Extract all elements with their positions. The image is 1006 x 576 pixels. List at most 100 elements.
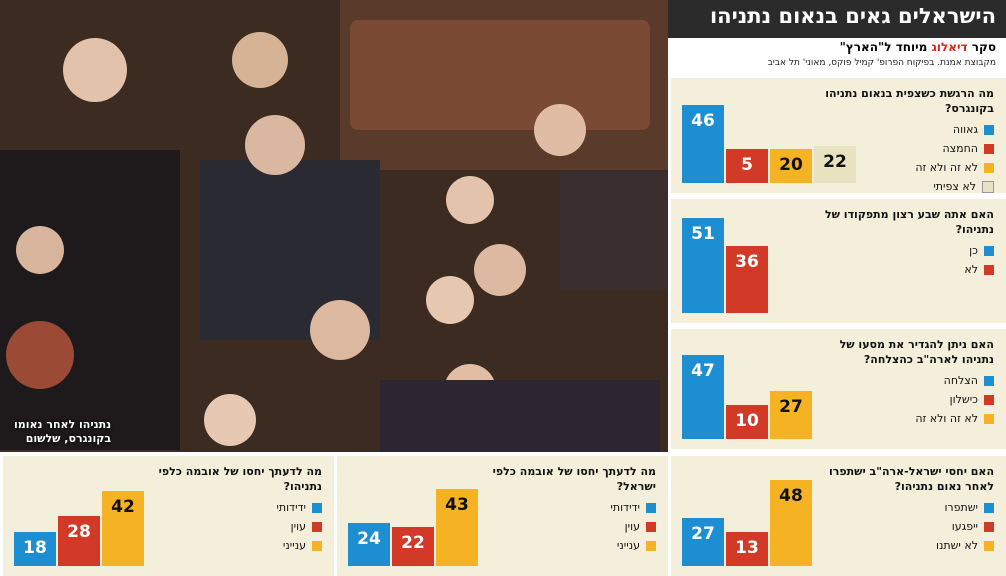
poll-panel-1: מה הרגשת כשצפית בנאום נתניהו בקונגרס? גאו… xyxy=(671,78,1006,193)
bar-2: 28 xyxy=(58,516,100,566)
bar-value-label: 42 xyxy=(111,497,135,517)
poll-question: מה לדעתך יחסו של אובמה כלפי נתניהו? xyxy=(158,465,322,493)
headline-bar: הישראלים גאים בנאום נתניהו xyxy=(668,0,1006,38)
legend-swatch xyxy=(646,502,656,513)
legend-item: לא זה ולא זה xyxy=(915,409,994,428)
legend-swatch xyxy=(312,540,322,551)
bar-3: 48 xyxy=(770,480,812,566)
bar-3: 27 xyxy=(770,391,812,439)
bar-2: 10 xyxy=(726,405,768,439)
poll-legend: כן לא xyxy=(964,241,994,279)
bar-4: 22 xyxy=(814,146,856,183)
bar-2: 13 xyxy=(726,532,768,566)
legend-swatch xyxy=(982,180,994,193)
bar-value-label: 27 xyxy=(779,397,803,417)
bar-value-label: 20 xyxy=(779,155,803,175)
legend-label: ידידותי xyxy=(276,501,306,514)
legend-swatch xyxy=(312,521,322,532)
bar-value-label: 28 xyxy=(67,522,91,542)
bar-1: 24 xyxy=(348,523,390,566)
bar-value-label: 18 xyxy=(23,538,47,558)
poll-legend: הצלחה כישלון לא זה ולא זה xyxy=(915,371,994,428)
survey-prefix: סקר xyxy=(971,40,996,54)
legend-swatch xyxy=(312,502,322,513)
legend-label: עוין xyxy=(624,520,640,533)
legend-swatch xyxy=(984,394,994,405)
crowd-photo-illustration xyxy=(0,0,668,452)
legend-swatch xyxy=(984,502,994,513)
legend-label: כן xyxy=(969,244,978,257)
poll-question: האם אתה שבע רצון מתפקודו של נתניהו? xyxy=(824,208,994,236)
survey-line: סקר דיאלוג מיוחד ל"הארץ" xyxy=(840,40,996,54)
legend-label: הצלחה xyxy=(943,374,978,387)
bar-value-label: 36 xyxy=(735,252,759,272)
legend-label: לא זה ולא זה xyxy=(915,412,978,425)
legend-swatch xyxy=(984,162,994,173)
poll-panel-2: האם אתה שבע רצון מתפקודו של נתניהו? כן לא 5… xyxy=(671,199,1006,323)
legend-swatch xyxy=(646,540,656,551)
legend-label: ענייני xyxy=(282,539,306,552)
legend-item: ידידותי xyxy=(610,498,656,517)
poll-panel-6: מה לדעתך יחסו של אובמה כלפי נתניהו? ידידו… xyxy=(3,456,334,576)
legend-item: ענייני xyxy=(610,536,656,555)
bar-1: 46 xyxy=(682,105,724,183)
poll-panel-4: האם יחסי ישראל-ארה"ב ישתפרו לאחר נאום נת… xyxy=(671,456,1006,576)
legend-item: ענייני xyxy=(276,536,322,555)
caption-line1: נתניהו לאחר נאומו xyxy=(14,418,112,431)
survey-brand: דיאלוג xyxy=(931,40,968,54)
bar-3: 42 xyxy=(102,491,144,566)
legend-label: ענייני xyxy=(616,539,640,552)
legend-swatch xyxy=(984,521,994,532)
poll-question: מה לדעתך יחסו של אובמה כלפי ישראל? xyxy=(492,465,656,493)
photo-caption: נתניהו לאחר נאומו בקונגרס, שלשום xyxy=(14,418,111,446)
bar-value-label: 22 xyxy=(401,533,425,553)
legend-label: עוין xyxy=(290,520,306,533)
poll-question: מה הרגשת כשצפית בנאום נתניהו בקונגרס? xyxy=(825,87,994,115)
legend-item: גאווה xyxy=(915,120,994,139)
legend-swatch xyxy=(984,540,994,551)
survey-info: סקר דיאלוג מיוחד ל"הארץ" מקבוצת אמנת. בפ… xyxy=(668,38,1006,76)
bar-value-label: 5 xyxy=(741,155,753,175)
poll-question: האם יחסי ישראל-ארה"ב ישתפרו לאחר נאום נת… xyxy=(828,465,994,493)
legend-label: ידידותי xyxy=(610,501,640,514)
poll-panel-5: מה לדעתך יחסו של אובמה כלפי ישראל? ידידות… xyxy=(337,456,668,576)
legend-swatch xyxy=(984,264,994,275)
bar-value-label: 22 xyxy=(823,152,847,172)
bar-value-label: 10 xyxy=(735,411,759,431)
bar-1: 27 xyxy=(682,518,724,566)
legend-label: לא xyxy=(964,263,978,276)
legend-label: ייפגעו xyxy=(951,520,978,533)
legend-item: ידידותי xyxy=(276,498,322,517)
legend-item: לא זה ולא זה xyxy=(915,158,994,177)
bar-value-label: 48 xyxy=(779,486,803,506)
bar-value-label: 27 xyxy=(691,524,715,544)
legend-swatch xyxy=(984,143,994,154)
bar-3: 43 xyxy=(436,489,478,566)
legend-swatch xyxy=(984,375,994,386)
bar-value-label: 46 xyxy=(691,111,715,131)
bar-value-label: 13 xyxy=(735,538,759,558)
poll-question: האם ניתן להגדיר את מסעו של נתניהו לארה"ב… xyxy=(839,338,994,366)
news-photo xyxy=(0,0,668,452)
bar-1: 47 xyxy=(682,355,724,439)
legend-label: לא צפיתי xyxy=(933,180,976,193)
legend-item: לא xyxy=(964,260,994,279)
bar-value-label: 51 xyxy=(691,224,715,244)
legend-item: כן xyxy=(964,241,994,260)
legend-item: הצלחה xyxy=(915,371,994,390)
legend-swatch xyxy=(984,124,994,135)
legend-swatch xyxy=(646,521,656,532)
bar-1: 18 xyxy=(14,532,56,566)
bar-value-label: 43 xyxy=(445,495,469,515)
poll-legend: ישתפרו ייפגעו לא ישתנו xyxy=(936,498,994,555)
legend-item: החמצה xyxy=(915,139,994,158)
bar-3: 20 xyxy=(770,149,812,183)
legend-item: ייפגעו xyxy=(936,517,994,536)
bar-2: 5 xyxy=(726,149,768,183)
legend-label: לא ישתנו xyxy=(936,539,978,552)
legend-item: לא ישתנו xyxy=(936,536,994,555)
survey-credit: מקבוצת אמנת. בפיקוח הפרופ' קמיל פוקס, מא… xyxy=(767,58,996,68)
bar-value-label: 24 xyxy=(357,529,381,549)
legend-item: לא צפיתי xyxy=(915,177,994,193)
caption-line2: בקונגרס, שלשום xyxy=(25,432,112,445)
